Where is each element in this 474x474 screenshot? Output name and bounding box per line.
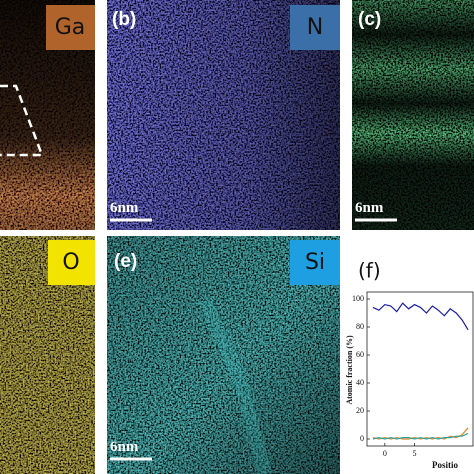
panel-c: (c) 6nm (352, 0, 474, 230)
panel-chart: (f) Atomic fraction (%) Positio 0 20 40 60 8… (345, 259, 474, 470)
y-tick-label: 20 (356, 406, 364, 415)
label-box (46, 5, 95, 50)
x-axis-label: Positio (432, 460, 458, 470)
panel-tag: (e) (114, 251, 137, 272)
scale-bar-label: 6nm (110, 200, 139, 216)
element-label: Si (305, 250, 325, 275)
plot-frame (366, 291, 474, 447)
x-tick-label: 5 (413, 449, 417, 458)
element-label: N (307, 15, 323, 40)
selection-box (0, 84, 44, 157)
panel-ga: Ga (0, 0, 95, 230)
chart-title: (f) (358, 259, 381, 283)
element-label: O (62, 250, 79, 275)
label-box (290, 240, 340, 285)
series-line (372, 302, 469, 331)
panel-si: (e) Si 6nm (107, 236, 340, 474)
y-tick-label: 100 (352, 294, 364, 303)
y-tick-label: 60 (356, 350, 364, 359)
scale-bar-label: 6nm (355, 200, 384, 216)
y-tick-label: 40 (356, 378, 364, 387)
band-shade (352, 0, 474, 230)
panel-o: O (0, 236, 95, 474)
series-line (372, 432, 469, 440)
panel-tag: (b) (112, 9, 136, 30)
streak (198, 297, 272, 474)
x-tick-label: 0 (383, 449, 387, 458)
label-box (48, 240, 95, 285)
element-label: Ga (55, 15, 86, 40)
y-axis-label: Atomic fraction (%) (345, 335, 354, 405)
label-box (290, 5, 340, 50)
scale-bar-label: 6nm (110, 439, 139, 455)
y-tick-label: 80 (356, 322, 364, 331)
y-tick-label: 0 (360, 434, 364, 443)
panel-tag: (c) (358, 9, 381, 30)
panel-n: (b) N 6nm (107, 0, 340, 230)
